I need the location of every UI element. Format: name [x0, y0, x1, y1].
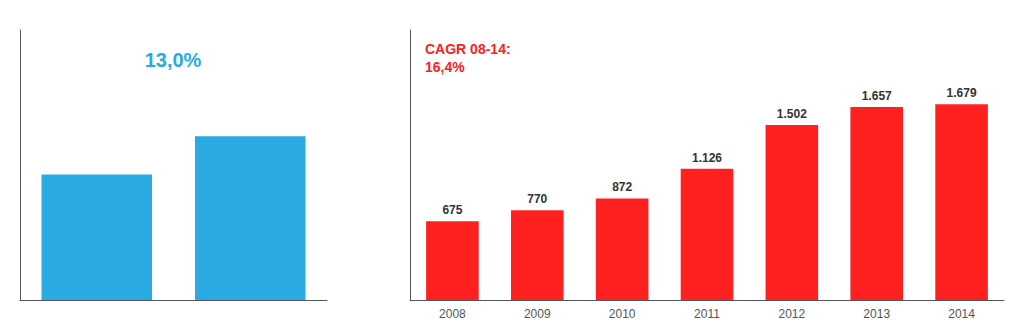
svg-text:2010: 2010 — [609, 307, 636, 321]
svg-text:1.657: 1.657 — [862, 89, 892, 103]
svg-text:1.679: 1.679 — [947, 86, 977, 100]
svg-text:2014: 2014 — [948, 307, 975, 321]
svg-text:CAGR 08-14:: CAGR 08-14: — [425, 41, 511, 57]
svg-text:2008: 2008 — [439, 307, 466, 321]
svg-text:2011: 2011 — [694, 307, 720, 321]
svg-text:872: 872 — [612, 180, 632, 194]
svg-text:13,0%: 13,0% — [145, 49, 202, 71]
svg-text:2013: 2013 — [863, 307, 890, 321]
svg-text:1.502: 1.502 — [777, 107, 807, 121]
svg-text:770: 770 — [527, 192, 547, 206]
svg-text:1.126: 1.126 — [692, 151, 722, 165]
svg-text:675: 675 — [442, 203, 462, 217]
svg-text:2012: 2012 — [779, 307, 806, 321]
svg-text:16,4%: 16,4% — [425, 59, 465, 75]
svg-text:2009: 2009 — [524, 307, 551, 321]
